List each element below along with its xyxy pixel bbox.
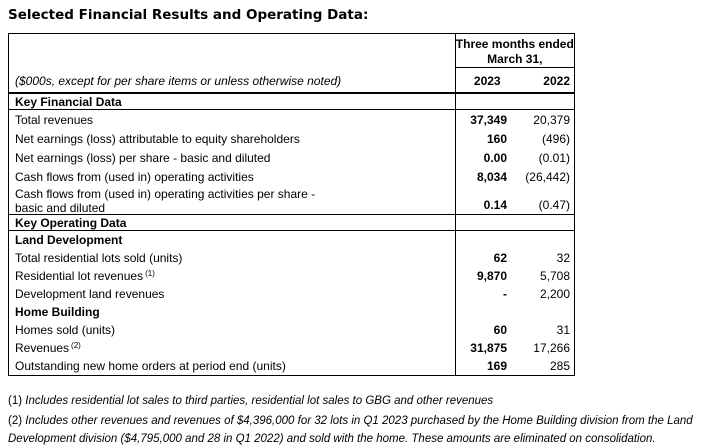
value-2022: (0.47): [538, 198, 570, 212]
value-2023: 8,034: [476, 169, 507, 184]
value-2023: 37,349: [470, 112, 507, 127]
row-label: Homes sold (units): [15, 323, 116, 337]
subsection-row-home-building: Home Building: [9, 303, 574, 321]
period-column-header: Three months ended March 31, 2023 2022: [455, 34, 574, 92]
value-2022: 285: [549, 359, 570, 373]
page-title: Selected Financial Results and Operating…: [8, 7, 369, 23]
row-label: Cash flows from (used in) operating acti…: [15, 169, 254, 184]
unit-note: ($000s, except for per share items or un…: [15, 74, 342, 88]
footnote-2-marker: (2): [8, 415, 23, 427]
financial-table: ($000s, except for per share items or un…: [8, 33, 575, 376]
footnote-1-text: Includes residential lot sales to third …: [25, 395, 494, 407]
table-row-total-revenues: Total revenues 37,349 20,379: [9, 110, 574, 129]
row-label: Revenues: [15, 341, 70, 355]
section-label: Key Operating Data: [9, 215, 456, 230]
column-header-2023: 2023: [473, 74, 501, 88]
footnotes: (1) Includes residential lot sales to th…: [8, 393, 714, 448]
table-row-cash-flows: Cash flows from (used in) operating acti…: [9, 167, 574, 186]
row-label-line1: Cash flows from (used in) operating acti…: [15, 187, 316, 201]
period-header-line1: Three months ended: [455, 37, 574, 51]
subsection-label: Home Building: [9, 303, 456, 321]
footnote-2-text: Includes other revenues and revenues of …: [8, 415, 693, 445]
value-2022: 5,708: [539, 269, 570, 283]
value-2022: (26,442): [525, 169, 570, 184]
section-row-key-financial-data: Key Financial Data: [9, 94, 574, 110]
period-header: Three months ended March 31,: [455, 34, 574, 68]
value-2023: 60: [493, 323, 507, 337]
value-2022: 2,200: [539, 287, 570, 301]
section-row-key-operating-data: Key Operating Data: [9, 215, 574, 231]
value-2023: 0.00: [483, 150, 507, 165]
value-2022: (0.01): [538, 150, 570, 165]
row-label: Net earnings (loss) per share - basic an…: [15, 150, 271, 165]
table-row-cash-flows-per-share: Cash flows from (used in) operating acti…: [9, 186, 574, 215]
period-header-line2: March 31,: [487, 52, 543, 66]
value-2022: 32: [556, 251, 570, 265]
table-row-residential-lot-revenues: Residential lot revenues (1) 9,870 5,708: [9, 267, 574, 285]
value-2022: 31: [556, 323, 570, 337]
row-label: Total residential lots sold (units): [15, 251, 183, 265]
value-2023: 62: [493, 251, 507, 265]
value-2023: 31,875: [470, 341, 507, 355]
footnote-1: (1) Includes residential lot sales to th…: [8, 393, 714, 411]
subsection-row-land-development: Land Development: [9, 231, 574, 249]
value-2023: 9,870: [476, 269, 507, 283]
column-header-2022: 2022: [543, 74, 570, 88]
unit-note-cell: ($000s, except for per share items or un…: [9, 34, 456, 92]
footnote-ref-2: (2): [71, 340, 81, 350]
footnote-ref-1: (1): [145, 268, 155, 278]
table-row-outstanding-new-home-orders: Outstanding new home orders at period en…: [9, 357, 574, 375]
section-label: Key Financial Data: [9, 94, 456, 109]
value-2022: 20,379: [533, 112, 570, 127]
table-body: Key Financial Data Total revenues 37,349…: [9, 92, 574, 375]
footnote-1-marker: (1): [8, 395, 23, 407]
value-2022: 17,266: [533, 341, 570, 355]
value-2023: -: [503, 287, 507, 301]
row-label-line2: basic and diluted: [15, 201, 106, 215]
table-header: ($000s, except for per share items or un…: [9, 34, 574, 92]
value-2022: (496): [541, 131, 570, 146]
table-row-net-earnings-per-share: Net earnings (loss) per share - basic an…: [9, 148, 574, 167]
value-2023: 160: [486, 131, 507, 146]
table-row-net-earnings: Net earnings (loss) attributable to equi…: [9, 129, 574, 148]
table-row-homes-sold: Homes sold (units) 60 31: [9, 321, 574, 339]
table-row-lots-sold: Total residential lots sold (units) 62 3…: [9, 249, 574, 267]
row-label: Development land revenues: [15, 287, 165, 301]
value-2023: 0.14: [483, 198, 507, 212]
table-row-home-building-revenues: Revenues (2) 31,875 17,266: [9, 339, 574, 357]
year-headers: 2023 2022: [456, 68, 574, 92]
row-label: Residential lot revenues: [15, 269, 144, 283]
subsection-label: Land Development: [9, 231, 456, 249]
footnote-2: (2) Includes other revenues and revenues…: [8, 413, 714, 448]
row-label: Net earnings (loss) attributable to equi…: [15, 131, 300, 146]
row-label: Outstanding new home orders at period en…: [15, 359, 286, 373]
table-row-development-land-revenues: Development land revenues - 2,200: [9, 285, 574, 303]
value-2023: 169: [486, 359, 507, 373]
row-label: Total revenues: [15, 112, 94, 127]
